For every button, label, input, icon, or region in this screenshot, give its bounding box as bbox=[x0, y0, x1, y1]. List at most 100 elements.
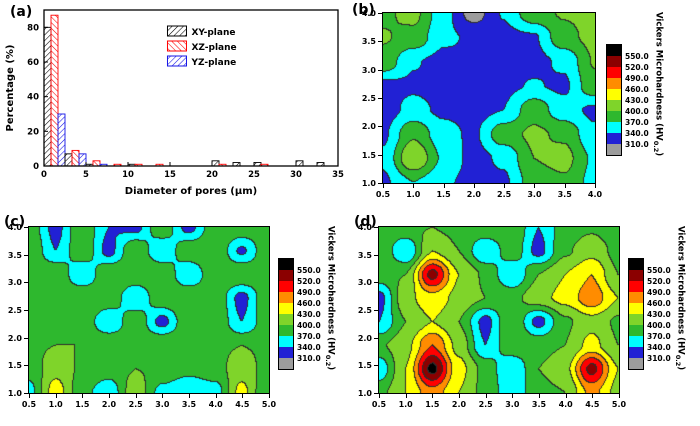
y-tick-mark bbox=[24, 227, 28, 228]
y-tick-mark bbox=[24, 365, 28, 367]
y-tick-mark bbox=[374, 282, 378, 284]
hist-bar-XZ-plane bbox=[50, 14, 59, 167]
colorbar-segment bbox=[607, 45, 621, 56]
colorbar-segment bbox=[607, 122, 621, 133]
contour-map-b bbox=[382, 12, 596, 184]
hist-bar-XZ-plane bbox=[92, 160, 101, 167]
x-tick-label: 25 bbox=[248, 170, 260, 180]
x-tick-label: 0.5 bbox=[375, 190, 391, 199]
x-axis-label: Diameter of pores (μm) bbox=[125, 186, 257, 197]
panel-d: (d) 0.5 1.0 1.5 2.0 2.5 3.0 3.5 4.0 4.5 5.0 1.0 1.5… bbox=[350, 212, 700, 426]
x-tick-label: 2.0 bbox=[466, 190, 481, 199]
y-tick-label: 3.5 bbox=[361, 37, 376, 47]
x-tick-mark bbox=[242, 394, 244, 398]
colorbar-tick-label: 400.0 bbox=[297, 321, 321, 330]
colorbar-segment bbox=[607, 56, 621, 67]
x-tick-label: 2.5 bbox=[478, 400, 493, 409]
colorbar-tick-label: 310.0 bbox=[625, 140, 649, 149]
y-tick-label: 1.0 bbox=[357, 389, 372, 398]
colorbar-segment bbox=[279, 259, 293, 270]
colorbar-segment bbox=[607, 133, 621, 144]
colorbar-tick-label: 520.0 bbox=[625, 63, 649, 72]
y-tick-mark bbox=[378, 154, 382, 156]
axes-box bbox=[43, 9, 339, 167]
x-tick-mark bbox=[109, 394, 110, 398]
x-tick-mark bbox=[592, 394, 594, 398]
contour-map-c bbox=[28, 226, 270, 394]
y-tick-label: 3.5 bbox=[7, 250, 22, 260]
x-tick-label: 5 bbox=[83, 170, 89, 180]
x-tick-label: 2.5 bbox=[497, 190, 512, 199]
hist-bar-XY-plane bbox=[211, 160, 220, 167]
y-tick-mark bbox=[374, 337, 378, 339]
x-tick-label: 10 bbox=[122, 170, 134, 180]
y-tick-mark bbox=[24, 337, 28, 339]
colorbar-segment bbox=[279, 314, 293, 325]
x-tick-mark bbox=[565, 394, 567, 398]
y-tick-label: 1.5 bbox=[357, 361, 372, 371]
y-tick-label: 2.0 bbox=[361, 122, 376, 132]
x-tick-label: 3.5 bbox=[557, 190, 572, 199]
legend-label: XZ-plane bbox=[191, 43, 236, 53]
x-tick-label: 1.5 bbox=[75, 400, 90, 409]
colorbar-segment bbox=[629, 347, 643, 358]
y-tick-label: 2.5 bbox=[357, 306, 372, 315]
y-axis-label: Percentage (%) bbox=[5, 45, 16, 132]
x-tick-mark bbox=[459, 394, 460, 398]
colorbar-tick-label: 490.0 bbox=[297, 288, 321, 297]
y-tick-mark bbox=[374, 227, 378, 228]
x-tick-label: 0.5 bbox=[371, 400, 387, 409]
y-tick-mark bbox=[378, 98, 382, 99]
colorbar-tick-label: 310.0 bbox=[647, 354, 671, 363]
y-tick-mark bbox=[24, 310, 28, 311]
y-tick-label: 40 bbox=[27, 93, 39, 103]
colorbar-title: Vickers Microhardness (HV0.2) bbox=[652, 12, 664, 157]
colorbar-segment bbox=[607, 67, 621, 78]
colorbar-title: Vickers Microhardness (HV0.2) bbox=[324, 226, 336, 371]
x-tick-mark bbox=[443, 184, 445, 188]
colorbar-segment bbox=[629, 358, 643, 369]
y-tick-mark bbox=[378, 41, 382, 43]
x-tick-label: 4.0 bbox=[208, 400, 223, 409]
x-tick-mark bbox=[82, 394, 84, 398]
y-tick-label: 60 bbox=[27, 58, 39, 68]
colorbar-segment bbox=[629, 303, 643, 314]
colorbar-segment bbox=[629, 270, 643, 281]
y-tick-label: 3.5 bbox=[357, 250, 372, 260]
x-tick-label: 2.0 bbox=[451, 400, 467, 409]
colorbar-tick-label: 430.0 bbox=[625, 96, 649, 105]
x-tick-label: 3.5 bbox=[181, 400, 197, 409]
x-tick-mark bbox=[215, 394, 217, 398]
x-tick-label: 1.0 bbox=[406, 190, 421, 199]
hist-bar-YZ-plane bbox=[57, 113, 66, 167]
x-tick-label: 3.0 bbox=[527, 190, 542, 199]
y-tick-label: 80 bbox=[27, 23, 39, 33]
y-tick-label: 2.0 bbox=[7, 333, 22, 343]
x-tick-mark bbox=[413, 184, 415, 188]
colorbar-tick-label: 460.0 bbox=[647, 299, 671, 308]
panel-label-a: (a) bbox=[10, 4, 33, 20]
colorbar-tick-label: 430.0 bbox=[297, 310, 321, 319]
x-tick-label: 1.5 bbox=[425, 400, 440, 409]
y-tick-label: 2.0 bbox=[357, 333, 372, 343]
colorbar-segment bbox=[629, 336, 643, 347]
y-tick-mark bbox=[24, 393, 28, 394]
colorbar-tick-label: 490.0 bbox=[647, 288, 671, 297]
panel-label-c: (c) bbox=[4, 214, 26, 230]
x-tick-mark bbox=[29, 394, 30, 398]
x-tick-label: 0.5 bbox=[21, 400, 37, 409]
x-tick-mark bbox=[269, 394, 270, 398]
y-tick-label: 4.0 bbox=[357, 223, 372, 232]
panel-c: (c) 0.5 1.0 1.5 2.0 2.5 3.0 3.5 4.0 4.5 5.0 1.0 1.5… bbox=[0, 212, 350, 426]
hist-bar-XZ-plane bbox=[71, 149, 80, 167]
x-tick-mark bbox=[189, 394, 190, 398]
y-tick-mark bbox=[378, 126, 382, 128]
colorbar-segment bbox=[279, 325, 293, 336]
colorbar-tick-label: 520.0 bbox=[647, 277, 671, 286]
x-tick-label: 5.0 bbox=[261, 400, 277, 409]
hist-bar-XY-plane bbox=[64, 153, 73, 167]
x-tick-mark bbox=[619, 394, 620, 398]
x-tick-mark bbox=[595, 184, 596, 188]
colorbar-segment bbox=[279, 303, 293, 314]
y-tick-label: 20 bbox=[27, 127, 39, 137]
